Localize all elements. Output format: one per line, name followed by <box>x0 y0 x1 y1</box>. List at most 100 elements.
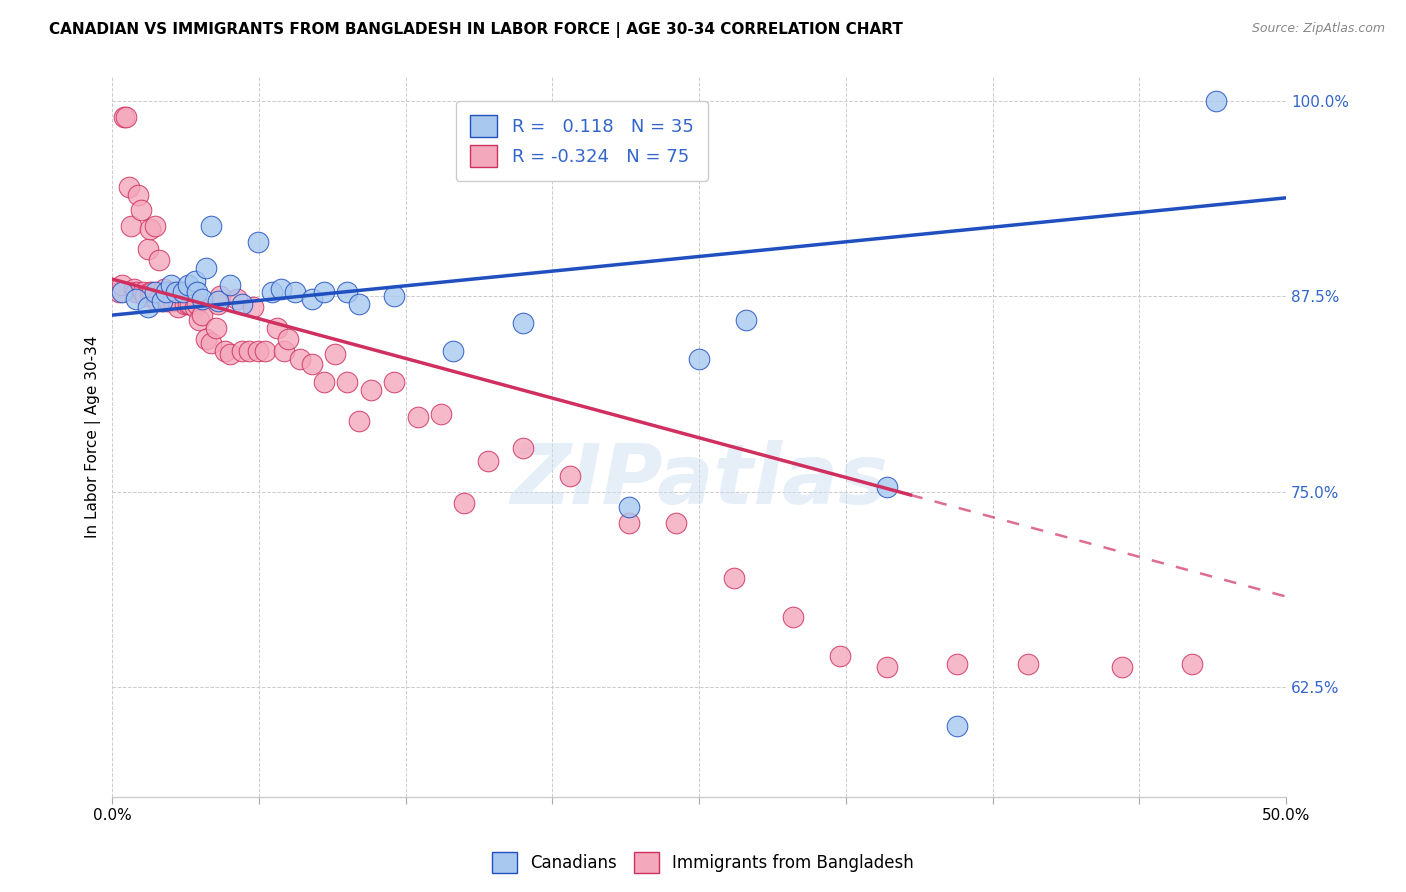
Point <box>209 289 232 303</box>
Point <box>136 243 159 257</box>
Point <box>143 219 166 233</box>
Point <box>231 297 253 311</box>
Point <box>253 344 276 359</box>
Point <box>165 285 187 299</box>
Point <box>325 347 347 361</box>
Point <box>735 313 758 327</box>
Point <box>723 571 745 585</box>
Point <box>876 480 898 494</box>
Point <box>139 222 162 236</box>
Legend: Canadians, Immigrants from Bangladesh: Canadians, Immigrants from Bangladesh <box>485 846 921 880</box>
Point <box>139 285 162 299</box>
Point <box>200 336 222 351</box>
Point <box>155 293 177 308</box>
Point <box>231 344 253 359</box>
Point <box>1205 94 1227 108</box>
Point <box>134 289 156 303</box>
Point <box>828 648 851 663</box>
Point <box>118 180 141 194</box>
Point <box>347 414 370 428</box>
Legend: R =   0.118   N = 35, R = -0.324   N = 75: R = 0.118 N = 35, R = -0.324 N = 75 <box>456 101 709 181</box>
Point <box>129 203 152 218</box>
Point <box>214 344 236 359</box>
Point <box>186 297 208 311</box>
Point <box>876 660 898 674</box>
Point <box>125 285 148 299</box>
Point <box>347 297 370 311</box>
Point <box>453 496 475 510</box>
Point <box>301 293 323 307</box>
Point <box>195 332 218 346</box>
Point <box>148 253 170 268</box>
Point <box>207 293 229 308</box>
Point <box>382 289 405 303</box>
Point <box>112 110 135 124</box>
Point <box>382 376 405 390</box>
Point <box>218 347 240 361</box>
Point <box>115 110 138 124</box>
Point <box>111 285 134 299</box>
Point <box>172 285 194 299</box>
Point <box>155 285 177 299</box>
Point <box>157 293 180 308</box>
Point <box>312 285 335 299</box>
Point <box>301 357 323 371</box>
Point <box>183 274 205 288</box>
Point <box>176 297 198 311</box>
Point <box>132 285 155 299</box>
Point <box>270 281 292 295</box>
Point <box>127 187 149 202</box>
Point <box>1111 660 1133 674</box>
Point <box>558 469 581 483</box>
Point <box>183 300 205 314</box>
Point <box>336 285 359 299</box>
Point <box>172 285 194 299</box>
Point <box>141 285 163 299</box>
Point <box>617 500 640 515</box>
Point <box>174 297 197 311</box>
Point <box>225 293 247 307</box>
Point <box>260 285 283 299</box>
Point <box>165 285 187 299</box>
Point <box>688 351 710 366</box>
Point <box>122 281 145 295</box>
Point <box>167 300 190 314</box>
Point <box>146 293 169 308</box>
Text: CANADIAN VS IMMIGRANTS FROM BANGLADESH IN LABOR FORCE | AGE 30-34 CORRELATION CH: CANADIAN VS IMMIGRANTS FROM BANGLADESH I… <box>49 22 903 38</box>
Point <box>430 407 453 421</box>
Point <box>312 376 335 390</box>
Point <box>150 293 173 308</box>
Point <box>108 285 131 299</box>
Point <box>512 316 534 330</box>
Point <box>160 278 183 293</box>
Point <box>277 332 299 346</box>
Point <box>1017 657 1039 671</box>
Point <box>204 320 226 334</box>
Point <box>153 281 176 295</box>
Point <box>477 453 499 467</box>
Point <box>288 351 311 366</box>
Point <box>336 376 359 390</box>
Point <box>207 297 229 311</box>
Point <box>246 235 269 249</box>
Point <box>441 344 464 359</box>
Point <box>242 300 264 314</box>
Point <box>406 409 429 424</box>
Point <box>273 344 295 359</box>
Point <box>136 300 159 314</box>
Point <box>160 285 183 299</box>
Point <box>238 344 260 359</box>
Point <box>195 261 218 276</box>
Point <box>176 278 198 293</box>
Point <box>200 219 222 233</box>
Point <box>782 610 804 624</box>
Point <box>1181 657 1204 671</box>
Point <box>125 293 148 307</box>
Point <box>946 719 969 733</box>
Point <box>179 297 201 311</box>
Point <box>266 320 288 334</box>
Point <box>218 278 240 293</box>
Point <box>617 516 640 530</box>
Point <box>665 516 688 530</box>
Point <box>190 293 212 307</box>
